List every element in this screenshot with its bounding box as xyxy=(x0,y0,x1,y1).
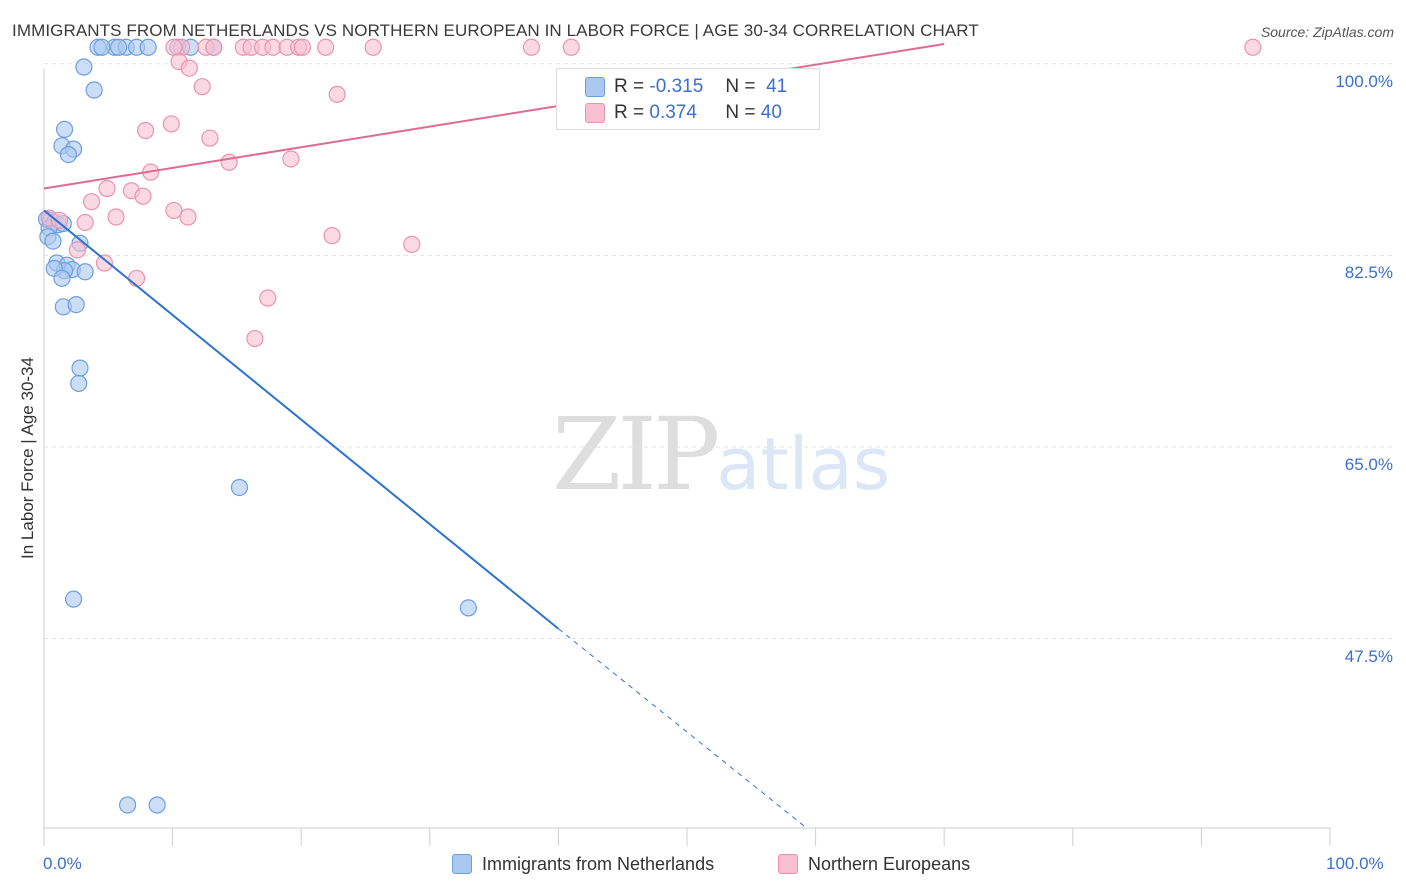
x-tick-label-min: 0.0% xyxy=(43,854,82,873)
point-northern-european xyxy=(95,254,114,272)
point-northern-european xyxy=(107,208,125,226)
legend-r-label: R = xyxy=(614,102,645,123)
point-netherlands xyxy=(76,263,94,281)
trend-line-netherlands-extension xyxy=(558,628,807,829)
point-northern-european xyxy=(259,289,277,307)
y-tick-label: 100.0% xyxy=(1335,71,1393,91)
point-northern-european xyxy=(201,129,219,147)
source-label: Source: ZipAtlas.com xyxy=(1260,24,1394,40)
bottom-legend-swatch-pink xyxy=(778,854,798,874)
point-netherlands xyxy=(75,58,93,76)
point-northern-european xyxy=(76,213,94,232)
point-northern-european xyxy=(562,38,580,56)
point-northern-european xyxy=(179,208,197,226)
legend-n-value: 40 xyxy=(760,102,782,123)
point-northern-european xyxy=(136,121,155,140)
point-northern-european xyxy=(127,269,146,287)
point-northern-european xyxy=(165,38,183,56)
point-netherlands xyxy=(230,478,249,497)
point-northern-european xyxy=(134,187,152,205)
y-axis-label: In Labor Force | Age 30-34 xyxy=(18,357,37,559)
axis-layer xyxy=(43,68,1331,846)
point-netherlands xyxy=(53,269,71,287)
legend-row-netherlands: R = -0.315 N = 41 xyxy=(585,75,787,99)
point-northern-european xyxy=(317,38,335,56)
point-netherlands xyxy=(109,38,128,56)
legend-r-value: -0.315 xyxy=(649,76,704,97)
point-netherlands xyxy=(93,38,111,56)
point-northern-european xyxy=(364,38,382,56)
legend-n-value: 41 xyxy=(766,76,788,97)
point-northern-european xyxy=(68,241,87,259)
point-netherlands xyxy=(67,296,85,314)
point-northern-european xyxy=(193,78,211,96)
watermark: ZIPatlas xyxy=(552,405,890,505)
point-netherlands xyxy=(118,796,137,814)
chart-title: IMMIGRANTS FROM NETHERLANDS VS NORTHERN … xyxy=(12,21,979,40)
bottom-legend-northern: Northern Europeans xyxy=(778,852,970,876)
point-northern-european xyxy=(328,85,346,103)
point-northern-european xyxy=(162,115,180,133)
legend-r-label: R = xyxy=(614,76,645,97)
trend-layer xyxy=(43,43,945,829)
point-netherlands xyxy=(64,590,83,608)
bottom-legend-netherlands: Immigrants from Netherlands xyxy=(452,852,714,876)
point-northern-european xyxy=(323,227,341,245)
legend-swatch-blue xyxy=(585,77,605,97)
x-tick-label-max: 100.0% xyxy=(1326,854,1384,873)
point-netherlands xyxy=(59,145,78,164)
legend-r-value: 0.374 xyxy=(649,102,697,123)
point-northern-european xyxy=(98,179,116,198)
point-netherlands xyxy=(55,120,74,139)
bottom-legend-label-northern: Northern Europeans xyxy=(808,853,971,874)
point-netherlands xyxy=(85,81,103,99)
point-northern-european xyxy=(82,193,101,211)
point-northern-european xyxy=(403,235,421,253)
point-northern-european xyxy=(522,38,540,56)
legend-n-label: N = xyxy=(725,76,756,97)
point-northern-european xyxy=(180,59,198,77)
legend-row-northern: R = 0.374 N = 40 xyxy=(585,101,782,125)
point-northern-european xyxy=(1244,38,1262,56)
point-netherlands xyxy=(44,232,62,250)
bottom-legend-label-netherlands: Immigrants from Netherlands xyxy=(482,853,715,874)
trend-line-netherlands xyxy=(43,209,560,630)
point-netherlands xyxy=(139,38,157,56)
watermark-zip: ZIP xyxy=(552,396,720,513)
point-northern-european xyxy=(50,211,69,229)
point-netherlands xyxy=(148,796,166,814)
y-tick-label: 47.5% xyxy=(1344,646,1393,666)
stats-legend: R = -0.315 N = 41 R = 0.374 N = 40 xyxy=(556,68,820,130)
bottom-legend-swatch-blue xyxy=(452,854,472,874)
point-netherlands xyxy=(70,374,88,393)
watermark-atlas: atlas xyxy=(716,422,891,506)
grid-layer xyxy=(44,63,1396,640)
point-northern-european xyxy=(205,38,223,56)
point-northern-european xyxy=(246,329,264,348)
legend-n-label: N = xyxy=(725,102,756,123)
y-tick-label: 82.5% xyxy=(1344,263,1393,283)
point-netherlands xyxy=(71,359,89,377)
point-northern-european xyxy=(165,201,183,220)
point-northern-european xyxy=(220,153,238,171)
point-northern-european xyxy=(293,38,312,56)
points-layer xyxy=(37,38,1262,814)
point-netherlands xyxy=(459,599,477,617)
y-tick-label: 65.0% xyxy=(1344,454,1393,474)
legend-swatch-pink xyxy=(585,103,605,123)
point-northern-european xyxy=(282,150,300,168)
